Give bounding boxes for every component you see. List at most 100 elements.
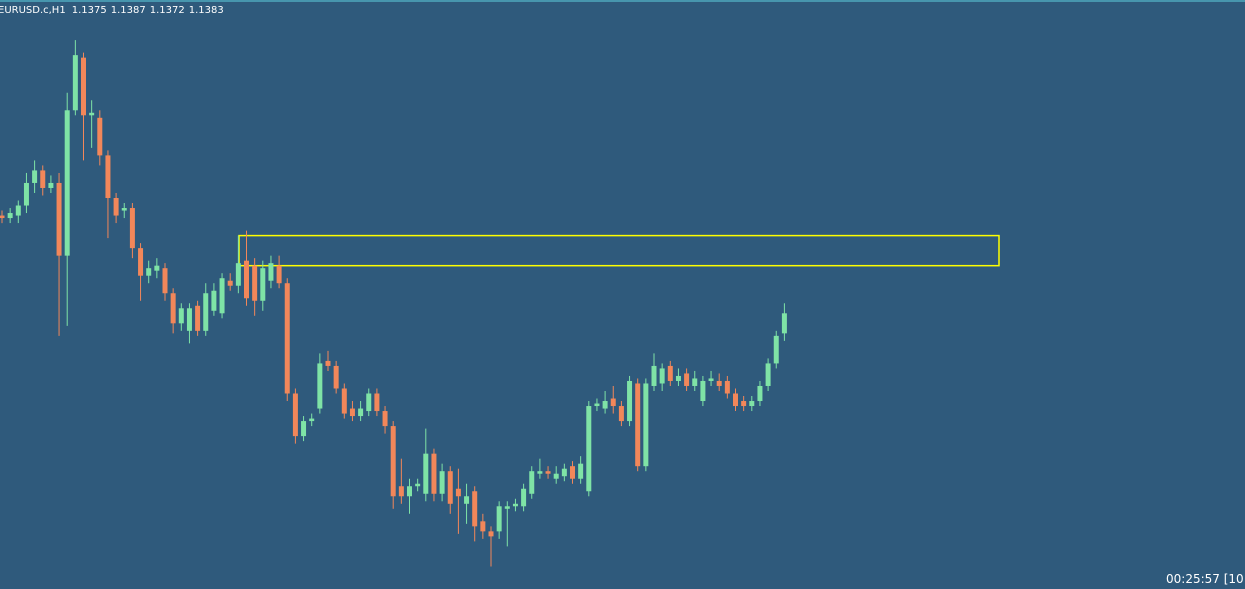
- candle-body: [317, 363, 323, 409]
- candle-body: [276, 265, 282, 284]
- candle-body: [170, 293, 176, 324]
- candle-body: [464, 496, 470, 504]
- candle-body: [105, 155, 111, 199]
- candle-body: [521, 488, 527, 507]
- candle-body: [635, 383, 641, 467]
- candle-body: [504, 506, 510, 509]
- candle-body: [252, 265, 258, 301]
- candle-body: [700, 380, 706, 402]
- candle-body: [56, 182, 62, 256]
- candle-body: [480, 521, 486, 532]
- candle-body: [675, 375, 681, 381]
- candle-body: [545, 471, 551, 474]
- ohlc-open: 1.1375: [72, 5, 107, 16]
- candle-body: [162, 268, 168, 294]
- candle-body: [366, 393, 372, 412]
- candle-body: [667, 365, 673, 381]
- candle-body: [0, 215, 5, 219]
- candle-body: [358, 408, 364, 417]
- candle-body: [716, 380, 722, 386]
- symbol: EURUSD.c,H1: [0, 5, 66, 16]
- candle-body: [741, 401, 747, 407]
- ohlc-close: 1.1383: [189, 5, 224, 16]
- candle-body: [113, 198, 119, 216]
- header: EURUSD.c,H1 1.1375 1.1387 1.1372 1.1383: [0, 5, 224, 16]
- candle-body: [260, 268, 266, 301]
- candle-body: [773, 335, 779, 364]
- candle-body: [684, 373, 690, 386]
- candle-body: [627, 380, 633, 422]
- candle-body: [154, 265, 160, 271]
- candle-body: [284, 283, 290, 394]
- candle-body: [244, 260, 249, 299]
- candle-body: [618, 406, 624, 422]
- candle-body: [23, 182, 29, 206]
- candle-body: [455, 488, 461, 497]
- candle-body: [765, 363, 771, 386]
- candle-body: [570, 466, 575, 479]
- candle-body: [578, 463, 584, 479]
- candle-body: [333, 365, 339, 389]
- ohlc-low: 1.1372: [150, 5, 185, 16]
- candle-body: [235, 263, 241, 286]
- zone: [238, 234, 1000, 267]
- candle-body: [219, 278, 225, 314]
- candle-body: [89, 112, 95, 116]
- candle-body: [203, 293, 209, 331]
- candle-body: [301, 421, 307, 437]
- candle-body: [129, 208, 135, 249]
- candle-body: [415, 483, 421, 487]
- candle-body: [64, 110, 70, 256]
- candle-body: [553, 473, 559, 479]
- candle-body: [186, 308, 192, 331]
- candle-body: [48, 182, 54, 188]
- candle-body: [15, 205, 21, 216]
- candle-body: [439, 471, 445, 494]
- candle-body: [138, 248, 144, 276]
- candle-body: [178, 308, 184, 324]
- candle-body: [341, 388, 347, 414]
- candle-body: [651, 365, 657, 386]
- candle-body: [382, 411, 388, 427]
- candle-body: [537, 471, 543, 474]
- candle-body: [781, 313, 787, 334]
- candle-body: [97, 117, 103, 156]
- candle-body: [708, 378, 714, 381]
- candle-body: [398, 486, 404, 497]
- candle-body: [292, 393, 298, 437]
- candle-body: [309, 418, 315, 422]
- candle-body: [447, 471, 453, 504]
- candle-body: [227, 280, 233, 286]
- candle-body: [7, 213, 13, 219]
- candle-body: [586, 406, 592, 492]
- candle-body: [32, 170, 38, 183]
- candle-body: [659, 368, 665, 384]
- candle-body: [488, 531, 494, 537]
- candle-body: [211, 290, 217, 311]
- candle-body: [390, 426, 396, 497]
- candle-body: [733, 393, 738, 407]
- candle-body: [407, 486, 412, 497]
- candle-body: [594, 403, 600, 407]
- candle-body: [602, 401, 608, 409]
- ohlc-high: 1.1387: [111, 5, 146, 16]
- timer: 00:25:57 [10: [1166, 572, 1244, 586]
- candle-body: [757, 385, 763, 402]
- candle-body: [561, 468, 567, 477]
- candle-body: [121, 208, 127, 211]
- candle-body: [512, 503, 518, 507]
- candle-body: [81, 57, 86, 116]
- candle-body: [496, 506, 502, 532]
- candle-body: [40, 170, 46, 188]
- candle-body: [349, 408, 355, 417]
- candle-body: [72, 55, 78, 111]
- candle-body: [724, 380, 730, 394]
- candle-body: [643, 383, 649, 467]
- candle-body: [692, 378, 698, 386]
- candle-body: [374, 393, 380, 412]
- candle-body: [146, 268, 152, 276]
- candle-body: [268, 263, 274, 281]
- candle-body: [325, 360, 331, 366]
- candle-body: [423, 453, 429, 494]
